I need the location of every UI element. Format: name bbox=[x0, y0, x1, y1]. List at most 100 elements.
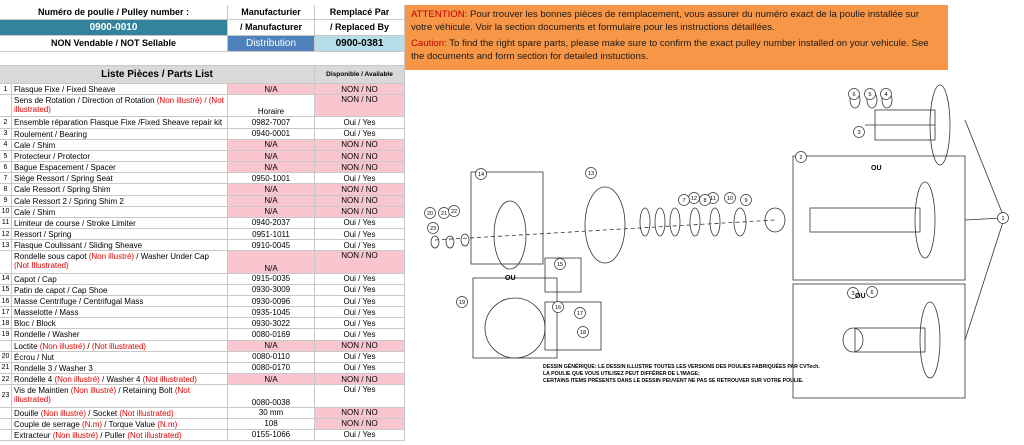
description-text: / Washer Under Cap bbox=[134, 252, 209, 262]
description-text: Sens de Rotation / Direction of Rotation bbox=[14, 96, 157, 106]
part-number: N/A bbox=[228, 84, 315, 96]
description-text: Ensemble réparation Flasque Fixe /Fixed … bbox=[14, 118, 223, 128]
balloon bbox=[554, 258, 566, 270]
notice: ATTENTION: Pour trouver les bonnes pièce… bbox=[405, 5, 948, 70]
part-description: Cale / Shim bbox=[12, 139, 228, 151]
row-number bbox=[0, 340, 12, 352]
part-description: Ressort / Spring bbox=[12, 229, 228, 241]
row-number: 8 bbox=[0, 184, 12, 196]
caution-text: To find the right spare parts, please ma… bbox=[411, 38, 929, 62]
part-number: N/A bbox=[228, 340, 315, 352]
note-text: (Non illustré) bbox=[40, 408, 87, 418]
description-text: / Torque Value bbox=[102, 419, 158, 429]
replaced-fr: Remplacé Par bbox=[315, 5, 405, 20]
row-number: 2 bbox=[0, 117, 12, 129]
note-text: (Non illustré) bbox=[54, 375, 100, 385]
balloon-label: 12 bbox=[691, 196, 697, 202]
availability: Oui / Yes bbox=[315, 128, 405, 140]
description-text: Couple de serrage bbox=[14, 419, 83, 429]
part-description: Rondelle 3 / Washer 3 bbox=[12, 362, 228, 375]
or-label: OU bbox=[871, 165, 882, 172]
diagram-note: LA POULIE QUE VOUS UTILISEZ PEUT DIFFÉRE… bbox=[543, 369, 700, 377]
description-text: Ressort / Spring bbox=[14, 230, 72, 240]
balloon-label: 6 bbox=[870, 290, 873, 296]
part-description: Bague Espacement / Spacer bbox=[12, 162, 228, 174]
balloon bbox=[678, 194, 690, 206]
balloon-label: 19 bbox=[459, 300, 465, 306]
part-number: 30 mm bbox=[228, 407, 315, 419]
balloon-label: 14 bbox=[478, 172, 484, 178]
availability: NON / NO bbox=[315, 340, 405, 352]
pulley-number: 0900-0010 bbox=[0, 20, 228, 36]
balloon bbox=[424, 207, 436, 219]
availability: NON / NO bbox=[315, 95, 405, 118]
part-number: N/A bbox=[228, 374, 315, 386]
row-number: 18 bbox=[0, 318, 12, 330]
part-description: Cale Ressort 2 / Spring Shim 2 bbox=[12, 195, 228, 207]
row-number: 1 bbox=[0, 84, 12, 96]
part-number: 0951-1011 bbox=[228, 229, 315, 241]
balloon-label: 18 bbox=[580, 330, 586, 336]
row-number: 13 bbox=[0, 240, 12, 252]
diagram-note: CERTAINS ITEMS PRÉSENTS DANS LE DESSIN P… bbox=[543, 376, 804, 384]
balloon bbox=[585, 167, 597, 179]
balloon bbox=[864, 88, 876, 100]
part-description: Rondelle 4 (Non illustré) / Washer 4 (No… bbox=[12, 374, 228, 386]
part-description: Loctite (Non illustré) / (Not illustrate… bbox=[12, 340, 228, 352]
balloon-label: 17 bbox=[577, 311, 583, 317]
description-text: Vis de Maintien bbox=[14, 386, 71, 396]
manufacturer-en: / Manufacturer bbox=[228, 20, 315, 36]
part-number: 0982-7007 bbox=[228, 117, 315, 129]
part-description: Sens de Rotation / Direction of Rotation… bbox=[12, 95, 228, 118]
part-number: N/A bbox=[228, 150, 315, 163]
part-description: Protecteur / Protector bbox=[12, 150, 228, 163]
part-number: N/A bbox=[228, 139, 315, 151]
availability: Oui / Yes bbox=[315, 318, 405, 330]
or-label: OU bbox=[505, 275, 516, 282]
part-description: Limiteur de course / Stroke Limiter bbox=[12, 217, 228, 230]
availability: Oui / Yes bbox=[315, 217, 405, 230]
balloon bbox=[847, 287, 859, 299]
balloon bbox=[456, 296, 468, 308]
description-text: Flasque Coulissant / Sliding Sheave bbox=[14, 241, 143, 251]
part-description: Ensemble réparation Flasque Fixe /Fixed … bbox=[12, 117, 228, 129]
part-number: N/A bbox=[228, 184, 315, 196]
note-text: (Not illustrated) bbox=[91, 341, 147, 351]
balloon bbox=[853, 126, 865, 138]
part-description: Patin de capot / Cap Shoe bbox=[12, 284, 228, 296]
balloon-label: 5 bbox=[868, 92, 871, 98]
description-text: Patin de capot / Cap Shoe bbox=[14, 285, 108, 295]
description-text: Flasque Fixe / Fixed Sheave bbox=[14, 85, 116, 94]
availability: Oui / Yes bbox=[315, 351, 405, 363]
availability: Oui / Yes bbox=[315, 173, 405, 185]
part-description: Bloc / Block bbox=[12, 318, 228, 330]
balloon bbox=[574, 307, 586, 319]
description-text: Protecteur / Protector bbox=[14, 151, 91, 161]
balloon-label: 16 bbox=[555, 305, 561, 311]
part-number: 108 bbox=[228, 418, 315, 430]
row-number: 9 bbox=[0, 195, 12, 207]
description-text: Cale / Shim bbox=[14, 207, 56, 217]
row-number: 10 bbox=[0, 206, 12, 218]
or-label: OU bbox=[855, 293, 866, 300]
part-description: Masselotte / Mass bbox=[12, 307, 228, 319]
row-number: 5 bbox=[0, 150, 12, 163]
caution: Caution: To find the right spare parts, … bbox=[411, 37, 942, 63]
balloon-label: 7 bbox=[682, 198, 685, 204]
description-text: / Puller bbox=[98, 430, 128, 440]
non-sellable: NON Vendable / NOT Sellable bbox=[0, 36, 228, 52]
row-number: 3 bbox=[0, 128, 12, 140]
availability: NON / NO bbox=[315, 84, 405, 96]
row-number bbox=[0, 418, 12, 430]
part-number: N/A bbox=[228, 206, 315, 218]
balloon bbox=[880, 88, 892, 100]
note-text: (Not illustrated) bbox=[142, 375, 197, 385]
parts-title: Liste Pièces / Parts List bbox=[0, 66, 315, 84]
balloon bbox=[740, 194, 752, 206]
availability: Oui / Yes bbox=[315, 307, 405, 319]
description-text: Rondelle 4 bbox=[14, 375, 55, 385]
availability: Oui / Yes bbox=[315, 273, 405, 285]
part-description: Écrou / Nut bbox=[12, 351, 228, 363]
part-description: Flasque Fixe / Fixed Sheave bbox=[12, 84, 228, 96]
